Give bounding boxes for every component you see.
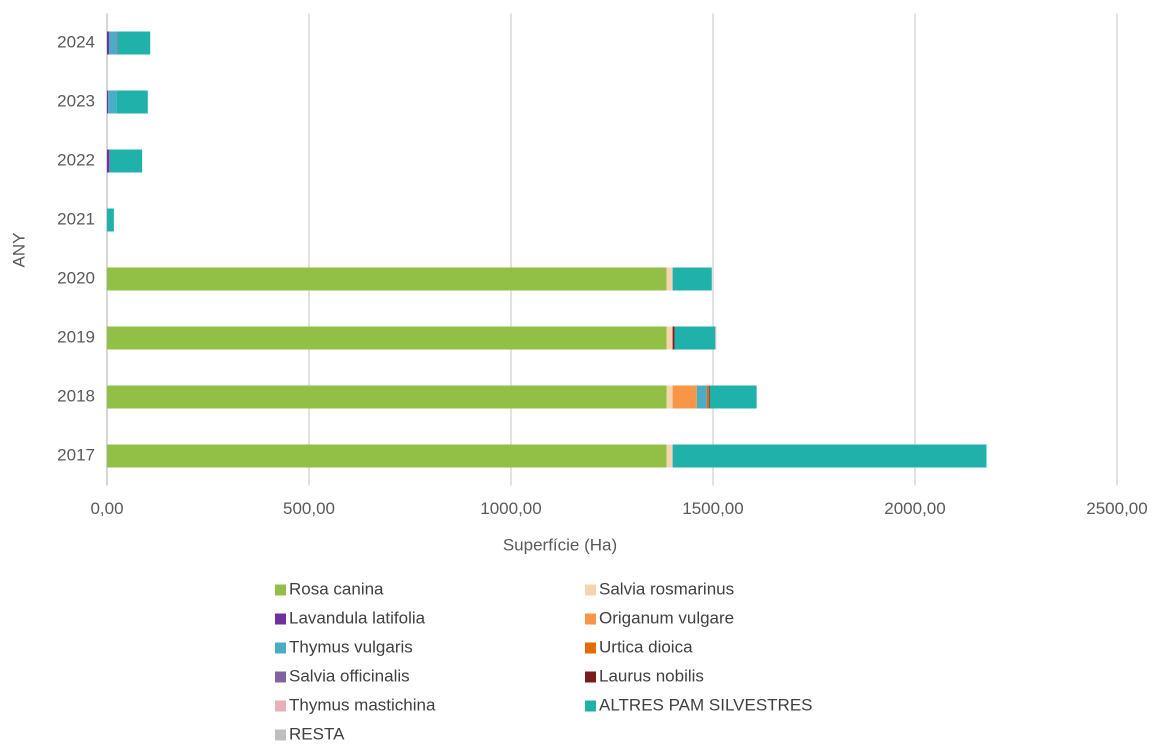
legend-swatch [275,729,286,741]
bar-segment [696,385,707,409]
x-tick-label: 1500,00 [682,499,743,518]
bar-segment [709,385,757,409]
legend-swatch [275,613,286,625]
bar-segment [109,31,118,55]
x-tick-label: 2000,00 [884,499,945,518]
legend-swatch [275,642,286,654]
legend-label: RESTA [289,724,345,743]
legend-swatch [275,671,286,683]
bar-segment [107,31,110,55]
bar-segment [706,385,709,409]
legend-label: Salvia officinalis [289,666,410,685]
bar-segment [666,326,673,350]
bar-segment [107,149,110,173]
bar-segment [666,444,673,468]
bar-segment [116,90,148,114]
legend-swatch [585,671,596,683]
bar-segment [666,385,673,409]
bar-segment [107,444,667,468]
bar-segment [107,208,114,232]
bar-segment [117,31,118,55]
bar-segment [708,385,710,409]
bar-segment [672,444,987,468]
y-tick-label: 2021 [57,209,95,228]
legend-label: Salvia rosmarinus [599,579,734,598]
y-tick-label: 2020 [57,268,95,287]
legend-label: Rosa canina [289,579,384,598]
bar-segment [715,326,717,350]
legend-label: Thymus vulgaris [289,637,413,656]
legend-label: Thymus mastichina [289,695,436,714]
legend-label: ALTRES PAM SILVESTRES [599,695,813,714]
y-tick-label: 2018 [57,386,95,405]
legend-swatch [585,700,596,712]
x-tick-label: 2500,00 [1086,499,1147,518]
legend-swatch [275,584,286,596]
bar-segment [107,385,667,409]
legend-swatch [585,584,596,596]
y-tick-label: 2019 [57,327,95,346]
bar-segment [672,385,697,409]
legend-swatch [585,613,596,625]
bar-segment [107,267,667,291]
bar-segment [117,31,151,55]
legend-swatch [275,700,286,712]
y-tick-label: 2017 [57,445,95,464]
bar-segment [107,326,667,350]
x-tick-label: 0,00 [90,499,123,518]
legend-swatch [585,642,596,654]
y-tick-label: 2024 [57,32,95,51]
legend-label: Lavandula latifolia [289,608,426,627]
x-tick-label: 1000,00 [480,499,541,518]
legend-label: Origanum vulgare [599,608,734,627]
legend-label: Urtica dioica [599,637,693,656]
bar-segment [108,90,117,114]
y-tick-label: 2023 [57,91,95,110]
bar-segment [109,149,110,173]
bar-segment [672,267,712,291]
bar-segment [674,326,716,350]
y-axis-label: ANY [9,233,28,268]
bar-segment [666,267,673,291]
legend: Rosa canina Salvia rosmarinus Lavandula la… [275,579,813,743]
bar-segment [109,149,143,173]
y-tick-label: 2022 [57,150,95,169]
legend-label: Laurus nobilis [599,666,704,685]
x-tick-label: 500,00 [283,499,335,518]
bar-segment [672,326,675,350]
bar-segment [107,90,109,114]
x-axis-label: Superfície (Ha) [503,535,617,554]
